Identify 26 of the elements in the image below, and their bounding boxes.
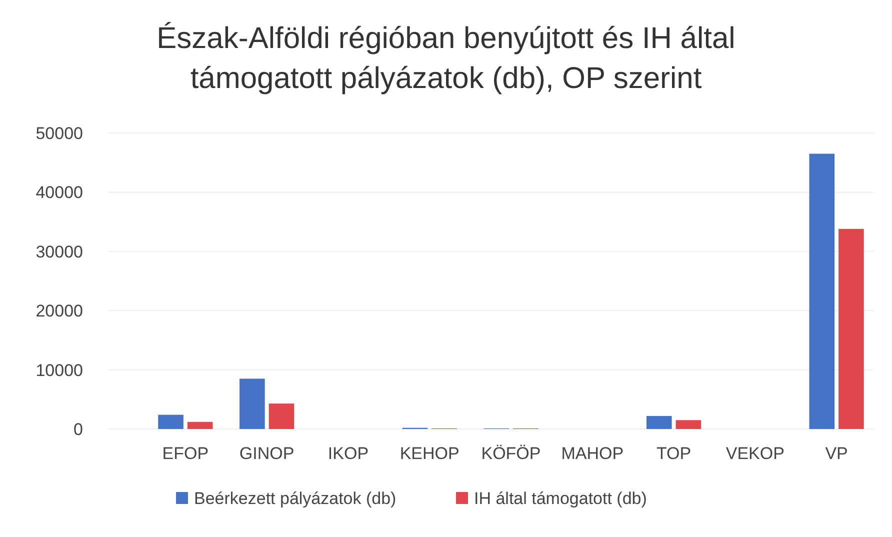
x-tick-label: TOP (656, 444, 692, 463)
chart-title: Észak-Alföldi régióban benyújtott és IH által támogatott pályázatok (db), OP szerint (156, 21, 736, 95)
x-tick-label: GINOP (239, 444, 294, 463)
y-tick-label: 30000 (36, 242, 83, 262)
x-tick-label: VEKOP (726, 444, 784, 463)
bar (268, 404, 294, 429)
bar (838, 228, 864, 429)
x-tick-label: KEHOP (400, 444, 460, 463)
y-tick-label: 0 (74, 420, 83, 439)
bar (676, 420, 702, 429)
legend-label: Beérkezett pályázatok (db) (194, 489, 396, 508)
y-tick-label: 20000 (36, 302, 83, 321)
x-tick-label: MAHOP (561, 444, 624, 463)
bar (240, 378, 265, 429)
legend-label: IH által támogatott (db) (474, 489, 647, 508)
y-tick-label: 50000 (36, 124, 83, 143)
bar (158, 414, 184, 429)
bar (187, 422, 213, 429)
y-tick-label: 10000 (36, 360, 83, 380)
x-tick-label: KÖFÖP (481, 444, 541, 463)
x-tick-label: EFOP (162, 444, 209, 463)
x-tick-label: VP (825, 444, 848, 463)
bar (809, 154, 835, 429)
y-tick-label: 40000 (36, 183, 83, 202)
bar (646, 416, 672, 429)
x-tick-label: IKOP (328, 444, 369, 463)
